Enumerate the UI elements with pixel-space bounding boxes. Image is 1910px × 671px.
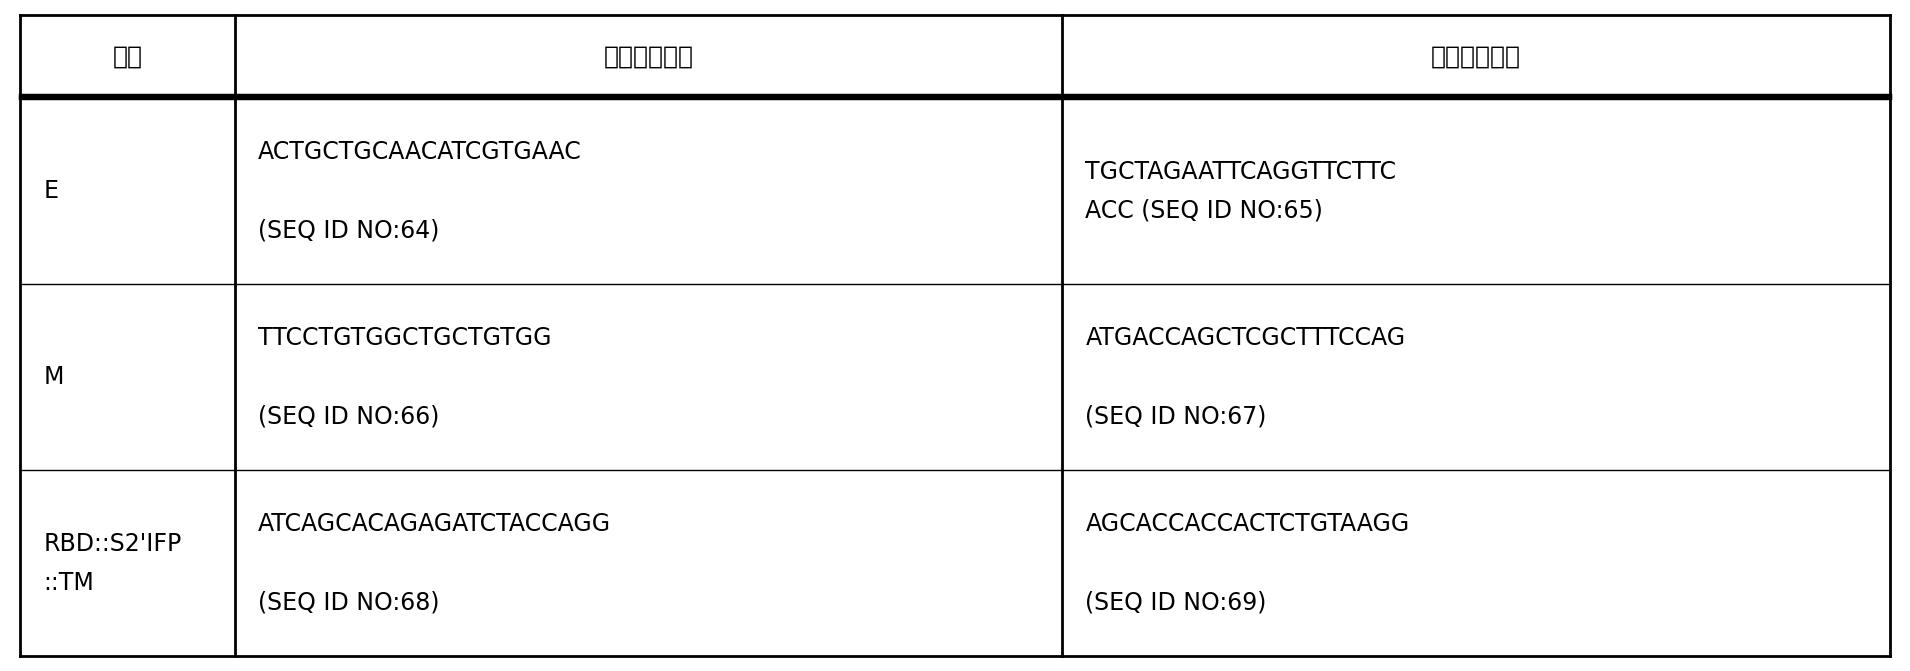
Text: ATGACCAGCTCGCTTTCCAG

(SEQ ID NO:67): ATGACCAGCTCGCTTTCCAG (SEQ ID NO:67)	[1085, 326, 1406, 428]
Text: RBD::S2'IFP
::TM: RBD::S2'IFP ::TM	[44, 531, 181, 595]
Text: M: M	[44, 365, 63, 389]
Text: 反向引物序列: 反向引物序列	[1431, 44, 1520, 68]
Text: AGCACCACCACTCTGTAAGG

(SEQ ID NO:69): AGCACCACCACTCTGTAAGG (SEQ ID NO:69)	[1085, 512, 1410, 615]
Text: ACTGCTGCAACATCGTGAAC

(SEQ ID NO:64): ACTGCTGCAACATCGTGAAC (SEQ ID NO:64)	[258, 140, 583, 242]
Text: E: E	[44, 179, 59, 203]
Text: 正向引物序列: 正向引物序列	[604, 44, 693, 68]
Text: TGCTAGAATTCAGGTTCTTC
ACC (SEQ ID NO:65): TGCTAGAATTCAGGTTCTTC ACC (SEQ ID NO:65)	[1085, 160, 1396, 223]
Text: ATCAGCACAGAGATCTACCAGG

(SEQ ID NO:68): ATCAGCACAGAGATCTACCAGG (SEQ ID NO:68)	[258, 512, 611, 615]
Text: TTCCTGTGGCTGCTGTGG

(SEQ ID NO:66): TTCCTGTGGCTGCTGTGG (SEQ ID NO:66)	[258, 326, 552, 428]
Text: 基因: 基因	[113, 44, 143, 68]
